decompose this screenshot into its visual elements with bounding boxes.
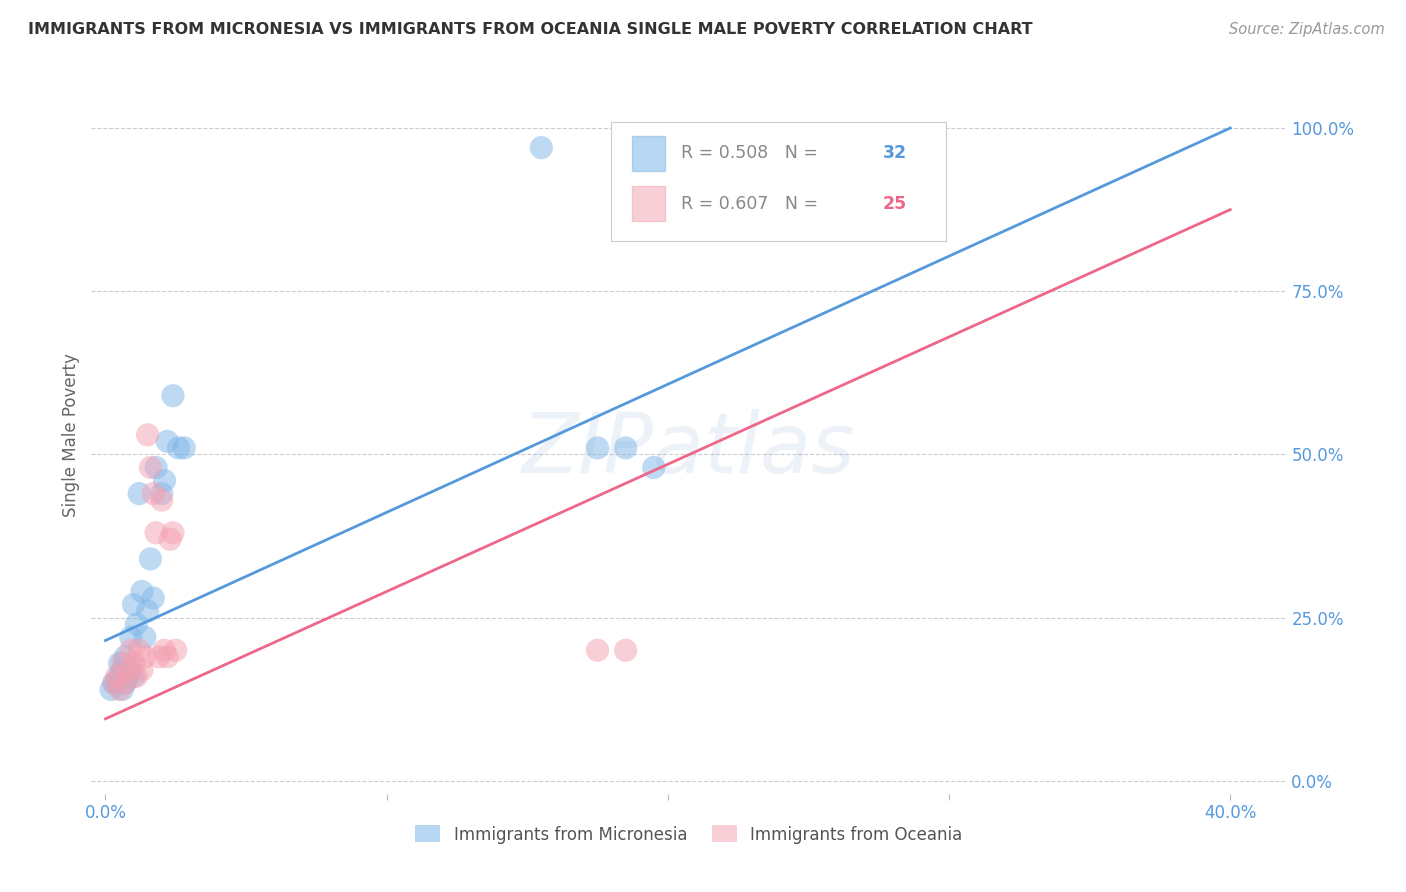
Point bbox=[111, 682, 134, 697]
Text: IMMIGRANTS FROM MICRONESIA VS IMMIGRANTS FROM OCEANIA SINGLE MALE POVERTY CORREL: IMMIGRANTS FROM MICRONESIA VS IMMIGRANTS… bbox=[28, 22, 1033, 37]
Point bbox=[122, 669, 145, 683]
Point bbox=[131, 584, 153, 599]
FancyBboxPatch shape bbox=[631, 136, 665, 170]
Point bbox=[150, 486, 173, 500]
Text: 25: 25 bbox=[883, 194, 907, 212]
Point bbox=[128, 486, 150, 500]
Point bbox=[108, 669, 131, 683]
Point bbox=[120, 663, 142, 677]
Point bbox=[103, 676, 125, 690]
Point bbox=[120, 643, 142, 657]
Point bbox=[165, 643, 187, 657]
Point bbox=[105, 676, 128, 690]
Point bbox=[162, 525, 184, 540]
Point bbox=[586, 441, 609, 455]
Text: Source: ZipAtlas.com: Source: ZipAtlas.com bbox=[1229, 22, 1385, 37]
Point bbox=[108, 682, 131, 697]
Text: ZIPatlas: ZIPatlas bbox=[522, 409, 856, 490]
Point bbox=[173, 441, 195, 455]
Text: 32: 32 bbox=[883, 145, 907, 162]
Point bbox=[111, 657, 134, 671]
Point bbox=[117, 663, 139, 677]
Point bbox=[134, 630, 156, 644]
Point bbox=[530, 140, 553, 154]
Point bbox=[159, 533, 181, 547]
Point bbox=[114, 649, 136, 664]
Point bbox=[142, 486, 165, 500]
FancyBboxPatch shape bbox=[612, 122, 946, 241]
Point bbox=[150, 493, 173, 508]
Point bbox=[153, 474, 176, 488]
Point bbox=[139, 460, 162, 475]
Text: R = 0.508   N =: R = 0.508 N = bbox=[681, 145, 823, 162]
FancyBboxPatch shape bbox=[631, 186, 665, 221]
Point bbox=[156, 434, 179, 449]
Point bbox=[614, 643, 637, 657]
Point bbox=[111, 663, 134, 677]
Point bbox=[108, 657, 131, 671]
Point bbox=[114, 676, 136, 690]
Point bbox=[148, 649, 170, 664]
Point bbox=[122, 598, 145, 612]
Point bbox=[145, 460, 167, 475]
Legend: Immigrants from Micronesia, Immigrants from Oceania: Immigrants from Micronesia, Immigrants f… bbox=[409, 819, 969, 850]
Point bbox=[142, 591, 165, 605]
Y-axis label: Single Male Poverty: Single Male Poverty bbox=[62, 353, 80, 516]
Point bbox=[136, 427, 159, 442]
Point bbox=[128, 643, 150, 657]
Text: R = 0.607   N =: R = 0.607 N = bbox=[681, 194, 823, 212]
Point bbox=[139, 552, 162, 566]
Point bbox=[117, 669, 139, 683]
Point bbox=[100, 682, 122, 697]
Point bbox=[643, 460, 665, 475]
Point bbox=[162, 389, 184, 403]
Point bbox=[125, 617, 148, 632]
Point bbox=[125, 669, 148, 683]
Point bbox=[145, 525, 167, 540]
Point bbox=[153, 643, 176, 657]
Point bbox=[105, 669, 128, 683]
Point bbox=[586, 643, 609, 657]
Point bbox=[131, 663, 153, 677]
Point bbox=[156, 649, 179, 664]
Point bbox=[134, 649, 156, 664]
Point bbox=[103, 676, 125, 690]
Point bbox=[122, 657, 145, 671]
Point bbox=[120, 630, 142, 644]
Point bbox=[614, 441, 637, 455]
Point bbox=[114, 676, 136, 690]
Point bbox=[136, 604, 159, 618]
Point bbox=[167, 441, 190, 455]
